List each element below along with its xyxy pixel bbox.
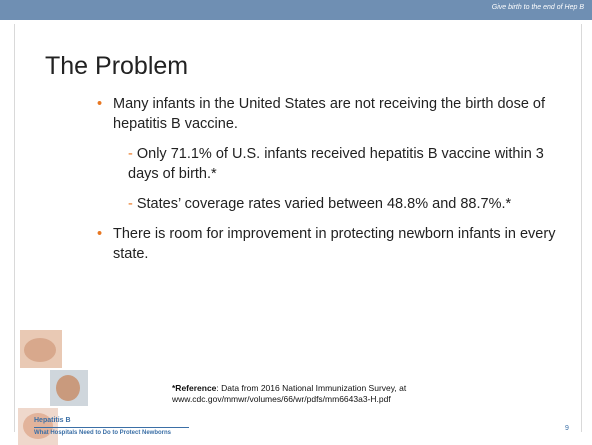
reference-label: *Reference [172, 383, 216, 393]
footer-rule [34, 427, 189, 428]
reference-text: : Data from 2016 National Immunization S… [216, 383, 406, 393]
photo-face [24, 338, 56, 362]
bullet: There is room for improvement in protect… [95, 224, 565, 264]
dash: - [128, 146, 137, 162]
footer-subtitle: What Hospitals Need to Do to Protect New… [34, 430, 171, 436]
sub-bullet: - Only 71.1% of U.S. infants received he… [95, 144, 565, 184]
slide: Give birth to the end of Hep B The Probl… [0, 0, 592, 445]
photo-face [56, 375, 80, 401]
slide-title: The Problem [45, 52, 188, 81]
sub-bullet: - States’ coverage rates varied between … [95, 194, 565, 214]
footer-title: Hepatitis B [34, 417, 71, 424]
dash: - [128, 196, 137, 212]
reference-url: www.cdc.gov/mmwr/volumes/66/wr/pdfs/mm66… [172, 394, 391, 404]
top-bar: Give birth to the end of Hep B [0, 0, 592, 20]
bullet: Many infants in the United States are no… [95, 94, 565, 134]
sub-bullet-text: States’ coverage rates varied between 48… [137, 196, 511, 212]
reference: *Reference: Data from 2016 National Immu… [172, 383, 406, 405]
page-number: 9 [565, 425, 569, 432]
sub-bullet-text: Only 71.1% of U.S. infants received hepa… [128, 146, 544, 182]
tagline: Give birth to the end of Hep B [492, 4, 584, 11]
bullet-list: Many infants in the United States are no… [95, 94, 565, 274]
